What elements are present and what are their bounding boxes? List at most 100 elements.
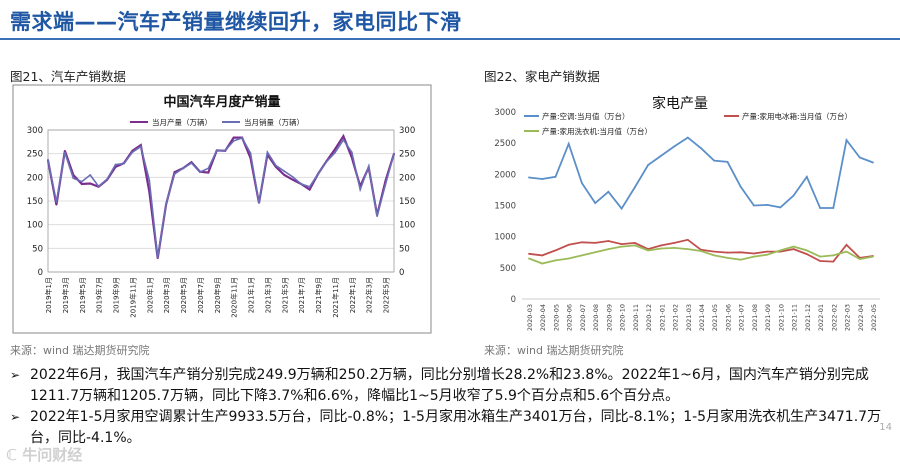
- data-point: [766, 253, 769, 256]
- data-point: [607, 190, 610, 193]
- y-tick-label-right: 100: [399, 221, 415, 231]
- data-point: [384, 183, 387, 185]
- y-tick-label-left: 250: [27, 150, 43, 160]
- data-point: [63, 149, 66, 152]
- chart-frame: [12, 84, 432, 334]
- data-point: [308, 188, 311, 191]
- data-point: [55, 203, 58, 206]
- x-tick-label: 2022年5月: [382, 277, 391, 313]
- data-point: [63, 151, 66, 154]
- data-point: [726, 160, 729, 163]
- x-tick-label: 2020年5月: [179, 277, 188, 313]
- data-point: [173, 173, 176, 175]
- data-point: [739, 251, 742, 254]
- data-point: [334, 148, 336, 151]
- x-tick-label: 2021-01: [658, 304, 666, 331]
- y-tick-label: 1000: [494, 233, 516, 243]
- data-point: [594, 242, 597, 244]
- x-tick-label: 2021年11月: [331, 277, 340, 318]
- data-point: [80, 183, 83, 185]
- x-tick-label: 2021年5月: [280, 277, 289, 313]
- data-point: [832, 260, 835, 263]
- bullet-list: ➢ 2022年6月，我国汽车产销分别完成249.9万辆和250.2万辆，同比分别…: [10, 365, 890, 449]
- x-tick-label: 2019年9月: [112, 277, 121, 313]
- data-point: [819, 260, 821, 262]
- data-point: [567, 142, 570, 145]
- data-point: [607, 248, 610, 251]
- arrow-bullet-icon: ➢: [10, 368, 21, 382]
- data-point: [241, 137, 243, 139]
- data-point: [753, 255, 755, 258]
- appliance-output-chart: 家电产量 0 500 1000 1500 2000 2500 3000 2020-03 2020-…: [494, 95, 880, 331]
- x-tick-label: 2020年3月: [162, 277, 171, 313]
- data-point: [779, 206, 782, 209]
- data-point: [633, 244, 636, 247]
- bullet-item: ➢ 2022年6月，我国汽车产销分别完成249.9万辆和250.2万辆，同比分别…: [10, 365, 890, 407]
- data-point: [792, 194, 795, 197]
- x-tick-label: 2020年7月: [196, 277, 205, 313]
- data-point: [393, 152, 395, 155]
- legend-label: 产量:空调:当月值（万台）: [542, 111, 630, 121]
- y-tick-label-left: 0: [38, 268, 43, 278]
- data-point: [686, 238, 689, 241]
- x-tick-label: 2022年1月: [348, 277, 357, 313]
- x-tick-label: 2020-05: [552, 304, 560, 331]
- page-number: 14: [879, 422, 892, 433]
- data-point: [726, 251, 729, 254]
- x-tick-label: 2022-04: [857, 304, 865, 331]
- x-tick-label: 2022年3月: [365, 277, 374, 313]
- x-tick-label: 2019年11月: [128, 277, 137, 318]
- data-point: [528, 257, 530, 260]
- x-tick-label: 2019年3月: [61, 277, 70, 313]
- data-point: [317, 173, 319, 175]
- data-point: [581, 254, 583, 257]
- x-tick-label: 2022-03: [844, 304, 852, 331]
- data-point: [266, 151, 269, 154]
- page-title: 需求端——汽车产销量继续回升，家电同比下滑: [10, 10, 462, 34]
- x-tick-label: 2020-10: [619, 304, 627, 331]
- data-point: [114, 163, 117, 166]
- x-tick-label: 2020年11月: [230, 277, 239, 318]
- chart-title: 家电产量: [652, 95, 708, 112]
- data-point: [633, 242, 636, 244]
- data-point: [199, 171, 201, 174]
- x-tick-label: 2020-04: [539, 304, 547, 331]
- data-point: [567, 257, 570, 260]
- legend-label: 产量:家用洗衣机:当月值（万台）: [542, 126, 652, 136]
- y-tick-label-left: 200: [27, 173, 43, 183]
- data-point: [594, 202, 597, 204]
- data-point: [274, 164, 277, 167]
- data-point: [647, 249, 649, 252]
- data-point: [232, 136, 235, 139]
- plot-area: [47, 129, 395, 273]
- data-point: [97, 185, 100, 188]
- data-point: [258, 201, 260, 204]
- data-point: [123, 162, 125, 165]
- data-point: [249, 152, 252, 155]
- data-point: [291, 178, 294, 181]
- data-point: [89, 182, 92, 185]
- car-sales-chart: 中国汽车月度产销量 0 0 50 50 100 100 150 150 200 200 250 250 3…: [12, 84, 432, 334]
- y-tick-label: 500: [500, 264, 516, 274]
- data-point: [376, 215, 379, 218]
- data-point: [686, 136, 689, 139]
- data-point: [766, 203, 769, 206]
- x-tick-label: 2019年1月: [44, 277, 53, 313]
- data-point: [845, 250, 848, 253]
- data-point: [342, 135, 345, 138]
- data-point: [753, 204, 755, 207]
- data-point: [753, 252, 755, 255]
- x-tick-label: 2020-06: [566, 304, 574, 331]
- data-point: [620, 243, 623, 246]
- data-point: [633, 186, 636, 189]
- bullet-item: ➢ 2022年1-5月家用空调累计生产9933.5万台，同比-0.8%；1-5月…: [10, 407, 890, 449]
- data-point: [660, 154, 663, 157]
- x-tick-label: 2021-09: [764, 304, 772, 331]
- x-tick-label: 2021-10: [777, 304, 785, 331]
- y-tick-label: 2000: [494, 170, 516, 180]
- data-point: [359, 188, 362, 191]
- data-point: [148, 179, 151, 182]
- x-tick-label: 2021-03: [685, 304, 693, 331]
- data-point: [283, 174, 286, 176]
- data-point: [805, 253, 808, 256]
